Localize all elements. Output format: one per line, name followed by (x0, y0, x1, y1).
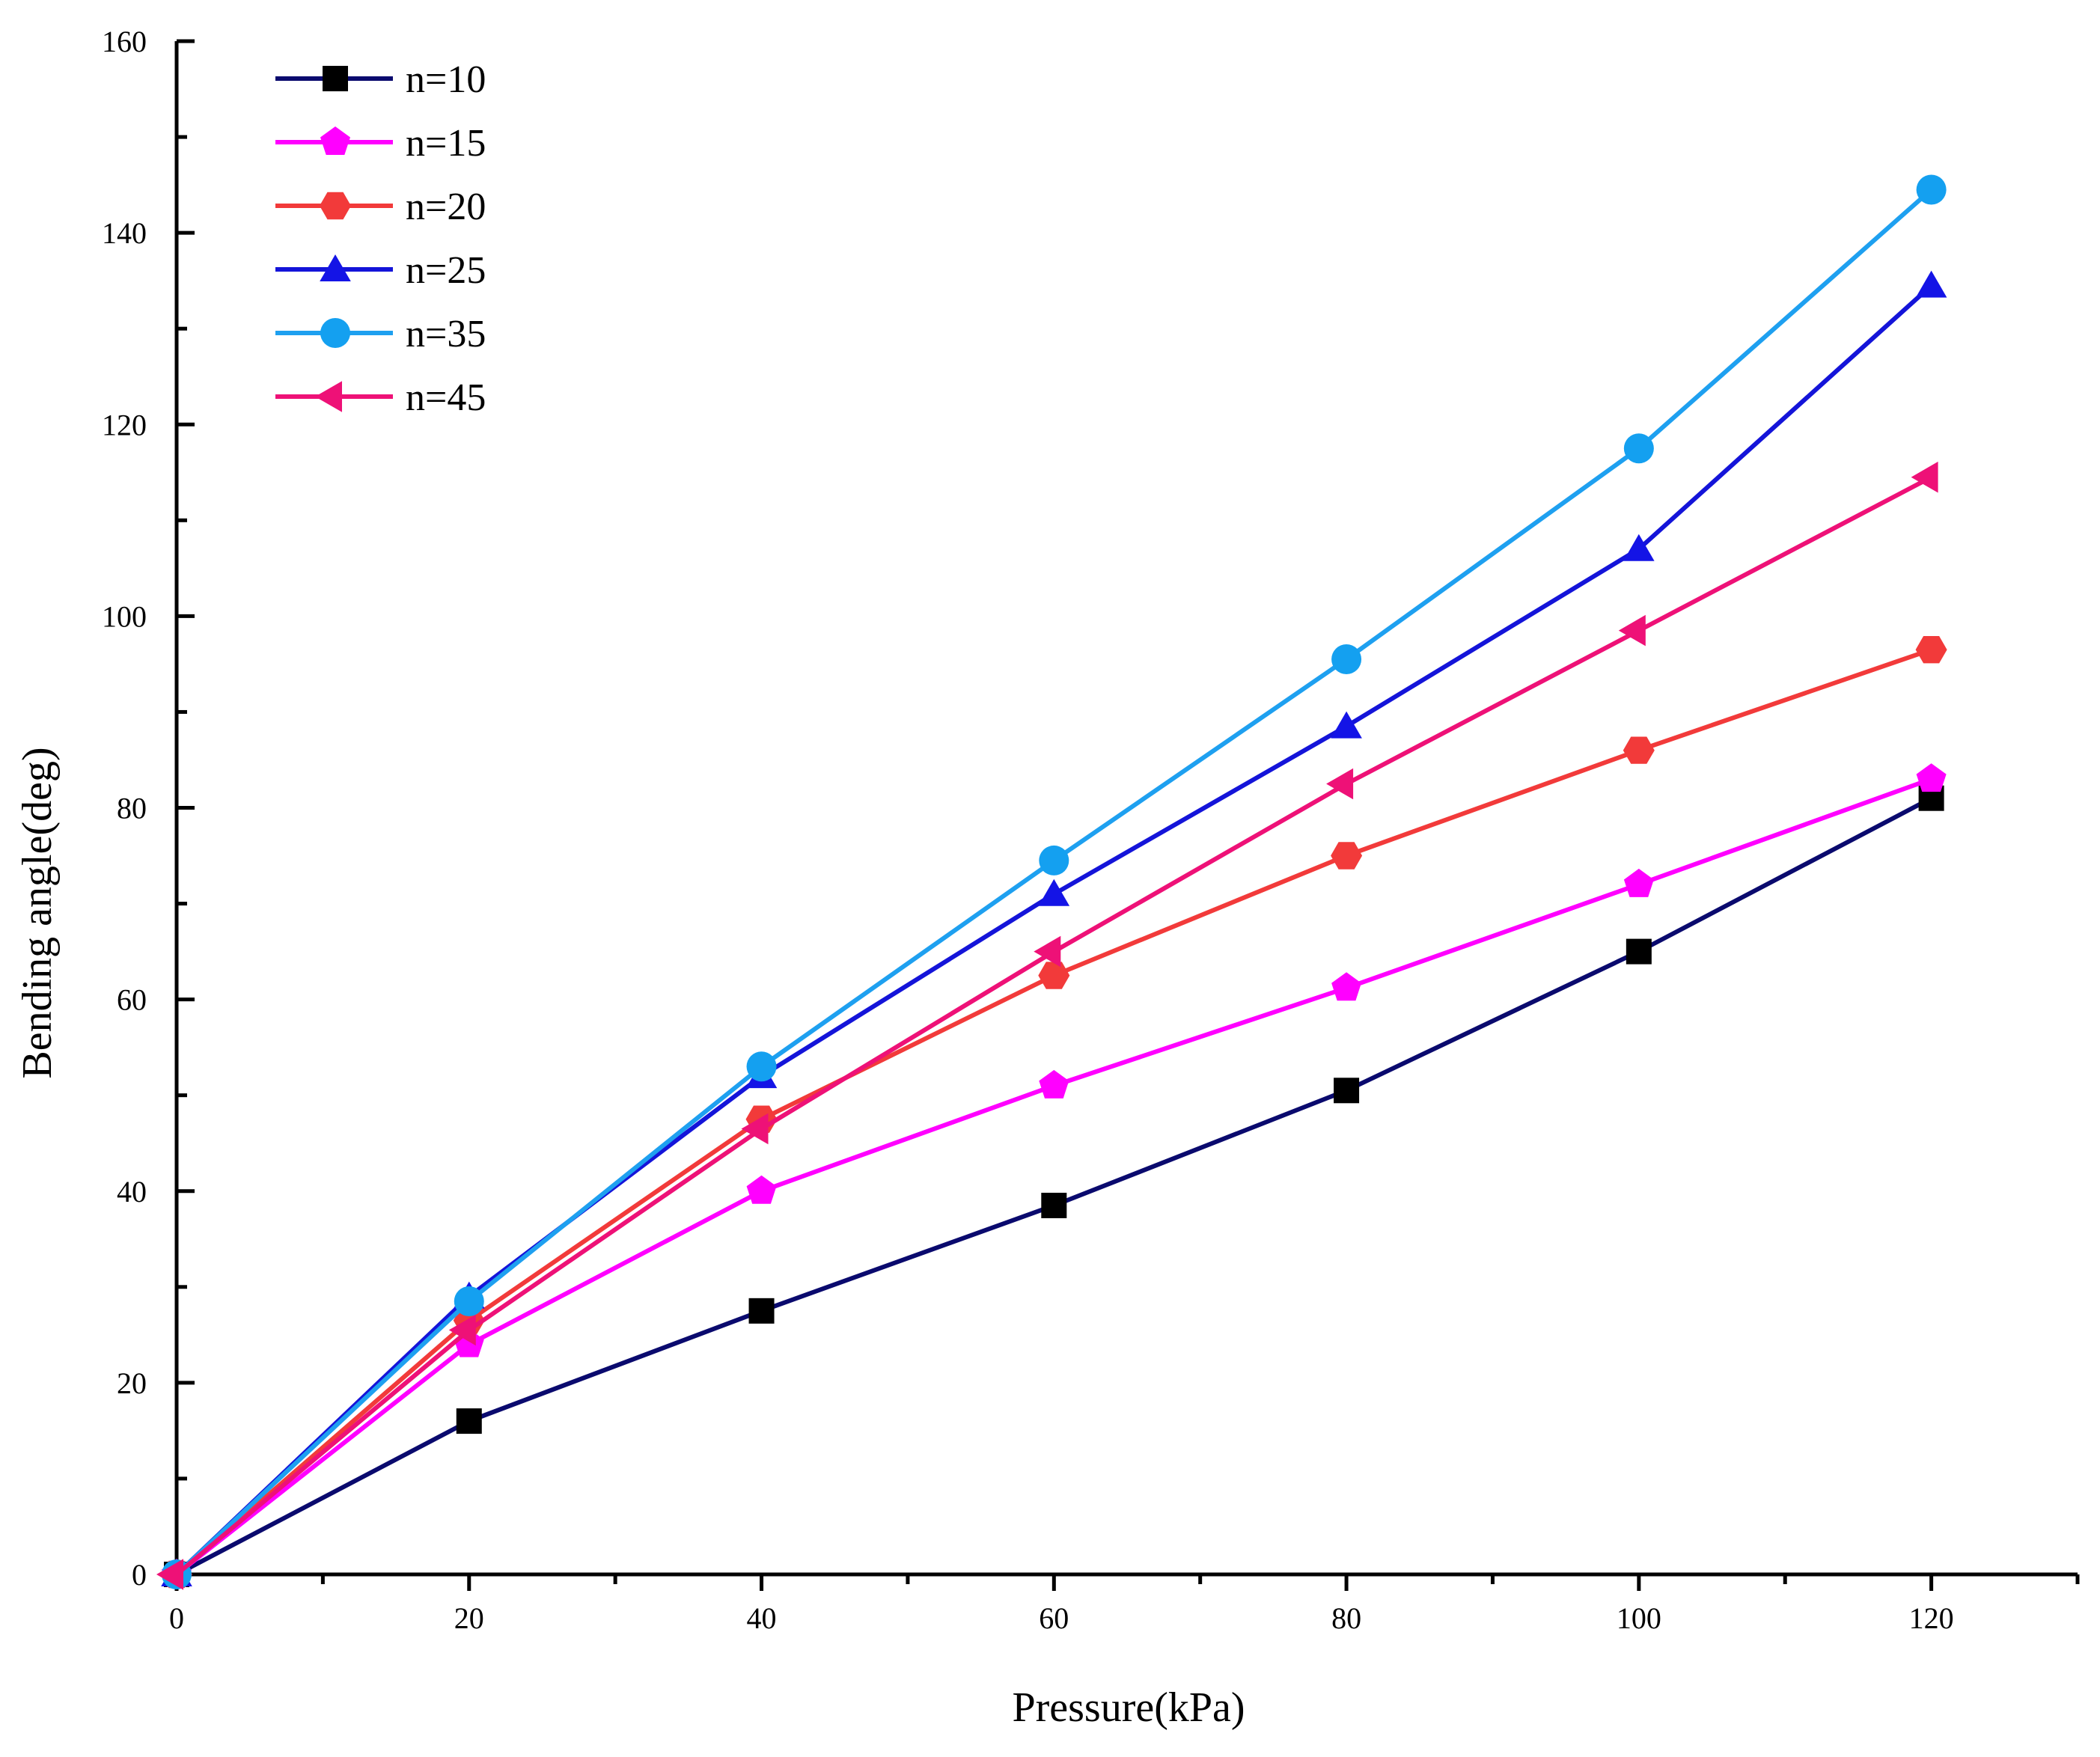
data-point-n=25 (1915, 270, 1947, 298)
axes: 0 20 40 60 80 100 120 0 20 40 60 80 100 120 140 160 (102, 25, 2080, 1635)
data-point-n=15 (746, 1175, 777, 1204)
x-tick-label: 120 (1909, 1601, 1954, 1635)
series-n=45 (156, 461, 1938, 1590)
legend-marker (315, 381, 342, 412)
y-tick-label: 80 (117, 792, 147, 825)
data-point-n=45 (448, 1314, 476, 1346)
series-n=35 (162, 174, 1947, 1589)
legend-label: n=20 (406, 186, 486, 228)
legend: n=10 n=15 n=20 n=25 n=35 n=45 (275, 58, 486, 419)
data-point-n=20 (1331, 842, 1363, 870)
series-line-n=10 (175, 796, 1932, 1577)
x-axis-title: Pressure(kPa) (1012, 1684, 1245, 1731)
legend-marker (320, 192, 351, 220)
x-tick-label: 60 (1039, 1601, 1069, 1635)
data-point-n=25 (1331, 711, 1362, 739)
x-tick-label: 80 (1331, 1601, 1361, 1635)
legend-label: n=45 (406, 376, 486, 419)
data-point-n=15 (1916, 763, 1947, 792)
legend-label: n=15 (406, 122, 486, 165)
data-point-n=25 (1623, 534, 1655, 561)
series-layer (156, 174, 1947, 1590)
legend-label: n=25 (406, 249, 486, 292)
legend-item: n=10 (275, 58, 486, 101)
data-point-n=25 (1038, 878, 1070, 906)
data-point-n=35 (1916, 174, 1947, 205)
y-tick-label: 60 (117, 983, 147, 1017)
series-n=10 (164, 785, 1944, 1587)
legend-item: n=35 (275, 313, 486, 355)
data-point-n=15 (1039, 1069, 1069, 1098)
series-n=20 (161, 636, 1947, 1589)
data-point-n=45 (1326, 768, 1354, 800)
legend-marker (320, 126, 350, 155)
legend-marker (320, 254, 351, 281)
data-point-n=45 (156, 1559, 183, 1590)
data-point-n=35 (746, 1051, 777, 1082)
y-axis-title: Bending angle(deg) (14, 747, 61, 1078)
data-point-n=10 (1626, 938, 1652, 965)
legend-label: n=10 (406, 58, 486, 101)
y-tick-label: 140 (102, 216, 147, 250)
legend-marker (323, 66, 348, 91)
data-point-n=35 (454, 1286, 484, 1317)
data-point-n=45 (1034, 935, 1061, 968)
x-tick-label: 0 (169, 1601, 184, 1635)
data-point-n=15 (1623, 868, 1654, 897)
legend-item: n=15 (275, 122, 486, 165)
data-point-n=35 (1039, 845, 1069, 876)
data-point-n=45 (1911, 461, 1938, 493)
legend-item: n=25 (275, 249, 486, 292)
data-point-n=35 (1331, 644, 1362, 675)
data-point-n=20 (1623, 736, 1655, 764)
y-tick-label: 0 (132, 1558, 147, 1592)
data-point-n=10 (456, 1408, 482, 1434)
y-tick-label: 120 (102, 408, 147, 441)
data-point-n=10 (1041, 1192, 1067, 1218)
legend-item: n=20 (275, 186, 486, 228)
legend-item: n=45 (275, 376, 486, 419)
data-point-n=20 (1038, 962, 1070, 989)
data-point-n=45 (741, 1113, 769, 1145)
y-tick-label: 100 (102, 599, 147, 633)
data-point-n=10 (748, 1298, 775, 1324)
series-line-n=25 (174, 284, 1933, 1577)
data-point-n=20 (1915, 636, 1947, 664)
data-point-n=15 (1331, 972, 1361, 1001)
x-tick-label: 20 (454, 1601, 484, 1635)
data-point-n=10 (1334, 1078, 1360, 1104)
data-point-n=45 (1618, 614, 1646, 647)
data-point-n=35 (1623, 433, 1654, 464)
y-tick-label: 160 (102, 25, 147, 58)
series-line-n=45 (175, 475, 1932, 1577)
x-tick-label: 100 (1617, 1601, 1661, 1635)
legend-marker (320, 318, 350, 348)
y-tick-label: 40 (117, 1175, 147, 1208)
x-tick-label: 40 (747, 1601, 777, 1635)
y-tick-label: 20 (117, 1366, 147, 1400)
legend-label: n=35 (406, 313, 486, 355)
